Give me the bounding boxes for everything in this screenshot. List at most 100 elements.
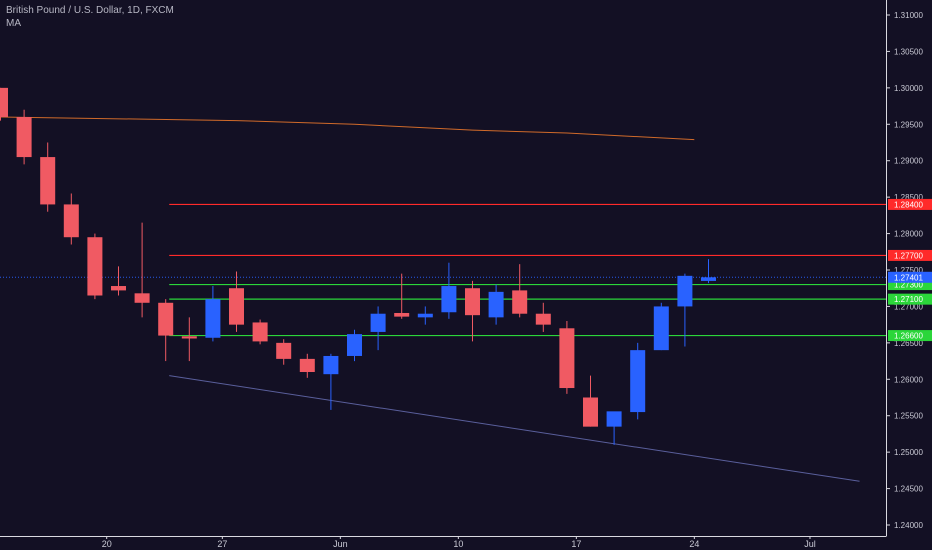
- level-price-label: 1.28400: [894, 200, 923, 209]
- candle-body: [40, 157, 56, 205]
- candle[interactable]: [134, 222, 150, 318]
- candle[interactable]: [370, 306, 386, 351]
- candle[interactable]: [158, 299, 174, 362]
- candle[interactable]: [276, 339, 292, 365]
- candle-body: [16, 117, 32, 158]
- price-tick-label: 1.27500: [894, 266, 923, 275]
- candle[interactable]: [535, 302, 551, 332]
- price-tick-label: 1.25000: [894, 448, 923, 457]
- candle-body: [370, 313, 386, 332]
- candle[interactable]: [653, 302, 669, 351]
- candle[interactable]: [606, 411, 622, 445]
- level-price-tag: [888, 330, 932, 342]
- price-tick-label: 1.29500: [894, 120, 923, 129]
- price-tick-label: 1.26500: [894, 339, 923, 348]
- time-tick-label: 27: [217, 539, 227, 549]
- time-axis[interactable]: 20 27 Jun 10 17 24 Jul: [0, 536, 932, 550]
- candle[interactable]: [63, 193, 79, 245]
- candle-body: [559, 328, 575, 389]
- candle[interactable]: [229, 271, 244, 332]
- price-tick-label: 1.24000: [894, 521, 923, 530]
- candle[interactable]: [111, 266, 126, 296]
- last-price-label: 1.27401: [894, 273, 923, 282]
- candle[interactable]: [441, 262, 457, 319]
- candle-body: [535, 313, 551, 325]
- candle-body: [606, 411, 622, 427]
- symbol-title: British Pound / U.S. Dollar, 1D, FXCM: [6, 5, 174, 16]
- candle[interactable]: [0, 87, 8, 121]
- time-axis-background: [0, 536, 932, 550]
- candle-body: [583, 397, 598, 427]
- price-tick-label: 1.26000: [894, 375, 923, 384]
- candle[interactable]: [512, 264, 528, 318]
- candle-body: [299, 358, 315, 372]
- candle[interactable]: [181, 317, 197, 362]
- price-tick-label: 1.29000: [894, 157, 923, 166]
- price-tick-label: 1.30000: [894, 84, 923, 93]
- time-tick-label: 17: [571, 539, 581, 549]
- candle[interactable]: [87, 233, 103, 300]
- price-tick-label: 1.27000: [894, 302, 923, 311]
- candle[interactable]: [205, 286, 221, 342]
- candle-body: [488, 291, 504, 318]
- last-price-tag: [888, 271, 932, 283]
- candle[interactable]: [630, 342, 646, 420]
- candle[interactable]: [677, 273, 693, 347]
- level-price-tag: [888, 249, 932, 261]
- time-tick-label: 10: [453, 539, 463, 549]
- candle[interactable]: [701, 259, 716, 284]
- candle-body: [87, 237, 103, 296]
- candle-body: [181, 336, 197, 339]
- candle-body: [205, 299, 221, 338]
- level-price-tag: [888, 279, 932, 291]
- candle-body: [276, 342, 292, 359]
- trendline[interactable]: [169, 375, 860, 482]
- candle[interactable]: [252, 319, 268, 345]
- level-price-label: 1.27100: [894, 295, 923, 304]
- price-tick-label: 1.25500: [894, 412, 923, 421]
- drawing-layer: [0, 116, 886, 482]
- price-tick-label: 1.28500: [894, 193, 923, 202]
- candle[interactable]: [40, 142, 56, 212]
- candle[interactable]: [394, 273, 410, 319]
- candle-body: [0, 87, 8, 117]
- candle[interactable]: [347, 329, 362, 362]
- level-price-label: 1.26600: [894, 332, 923, 341]
- indicator-label[interactable]: MA: [6, 18, 21, 29]
- candle-body: [417, 313, 433, 318]
- candle-body: [229, 288, 244, 325]
- price-tick-label: 1.28000: [894, 230, 923, 239]
- candle-body: [134, 293, 150, 303]
- candle-body: [394, 312, 410, 317]
- candle[interactable]: [417, 306, 433, 325]
- candle-body: [701, 277, 716, 281]
- candles-layer: [0, 87, 716, 445]
- candle[interactable]: [488, 284, 504, 325]
- level-price-tag: [888, 198, 932, 210]
- candle[interactable]: [16, 109, 32, 165]
- moving-average-line[interactable]: [0, 116, 695, 141]
- level-price-label: 1.27700: [894, 251, 923, 260]
- candle[interactable]: [323, 353, 339, 410]
- candle-body: [465, 288, 480, 316]
- time-tick-label: 24: [689, 539, 699, 549]
- time-tick-label: 20: [102, 539, 112, 549]
- candle-body: [630, 350, 646, 413]
- candle-body: [111, 286, 126, 291]
- candle-body: [347, 334, 362, 356]
- candle[interactable]: [299, 353, 315, 378]
- price-tick-label: 1.30500: [894, 47, 923, 56]
- candle-body: [252, 322, 268, 342]
- candle-body: [512, 290, 528, 314]
- price-axis[interactable]: 1.24000 1.24500 1.25000 1.25500 1.26000 1.265…: [886, 0, 932, 550]
- candle[interactable]: [583, 375, 598, 427]
- candle-body: [323, 355, 339, 375]
- candle-body: [158, 302, 174, 336]
- candle[interactable]: [559, 321, 575, 394]
- candle-body: [441, 286, 457, 313]
- candle[interactable]: [465, 280, 480, 342]
- level-price-tag: [888, 293, 932, 305]
